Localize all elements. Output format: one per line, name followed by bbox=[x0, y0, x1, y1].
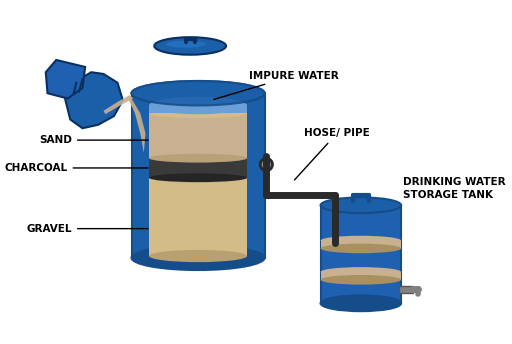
Polygon shape bbox=[103, 95, 133, 114]
FancyBboxPatch shape bbox=[149, 158, 247, 178]
Polygon shape bbox=[46, 60, 85, 98]
FancyBboxPatch shape bbox=[132, 93, 265, 258]
Ellipse shape bbox=[154, 37, 226, 55]
Ellipse shape bbox=[260, 158, 272, 171]
Ellipse shape bbox=[149, 154, 247, 163]
Ellipse shape bbox=[132, 246, 265, 270]
Ellipse shape bbox=[149, 97, 247, 114]
FancyBboxPatch shape bbox=[321, 205, 401, 303]
FancyBboxPatch shape bbox=[149, 106, 247, 113]
Polygon shape bbox=[128, 98, 145, 153]
Polygon shape bbox=[65, 72, 123, 128]
Ellipse shape bbox=[132, 81, 265, 106]
Text: DRINKING WATER
STORAGE TANK: DRINKING WATER STORAGE TANK bbox=[403, 177, 505, 201]
Ellipse shape bbox=[321, 197, 401, 213]
Text: IMPURE WATER: IMPURE WATER bbox=[214, 71, 338, 99]
Text: SAND: SAND bbox=[39, 135, 148, 145]
Text: HOSE/ PIPE: HOSE/ PIPE bbox=[294, 129, 370, 180]
Ellipse shape bbox=[263, 161, 269, 168]
Ellipse shape bbox=[149, 172, 247, 183]
Ellipse shape bbox=[321, 267, 401, 277]
Ellipse shape bbox=[321, 295, 401, 311]
Ellipse shape bbox=[321, 275, 401, 284]
Ellipse shape bbox=[132, 81, 265, 106]
FancyBboxPatch shape bbox=[149, 113, 247, 158]
Ellipse shape bbox=[321, 236, 401, 245]
Ellipse shape bbox=[149, 154, 247, 163]
FancyBboxPatch shape bbox=[321, 240, 401, 248]
Ellipse shape bbox=[149, 173, 247, 182]
Ellipse shape bbox=[149, 250, 247, 262]
Ellipse shape bbox=[321, 244, 401, 253]
FancyBboxPatch shape bbox=[399, 286, 413, 293]
FancyBboxPatch shape bbox=[321, 272, 401, 280]
FancyBboxPatch shape bbox=[149, 178, 247, 256]
Text: GRAVEL: GRAVEL bbox=[27, 224, 148, 234]
Ellipse shape bbox=[166, 41, 205, 48]
Text: CHARCOAL: CHARCOAL bbox=[5, 163, 148, 173]
Ellipse shape bbox=[149, 108, 247, 118]
